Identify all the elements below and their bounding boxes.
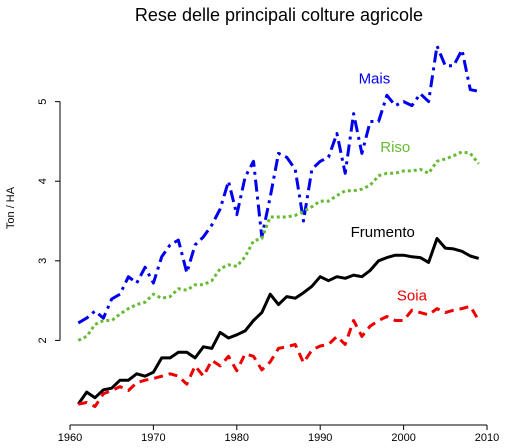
axes: 1960 1970 1980 1990 2000 2010 2 3 4 5 bbox=[37, 99, 499, 444]
y-tick-label: 2 bbox=[37, 337, 49, 343]
series-line-frumento bbox=[77, 237, 480, 405]
x-tick-label: 1970 bbox=[141, 432, 165, 444]
series-group bbox=[77, 44, 480, 408]
y-tick-label: 3 bbox=[37, 258, 49, 264]
y-tick-label: 4 bbox=[37, 178, 49, 184]
series-line-soia bbox=[78, 304, 480, 408]
series-label-soia: Soia bbox=[397, 288, 428, 305]
y-axis-title: Ton / HA bbox=[5, 186, 17, 229]
series-line-riso bbox=[77, 150, 480, 342]
series-labels: Mais Riso Frumento Soia bbox=[351, 70, 428, 304]
chart-title: Rese delle principali colture agricole bbox=[135, 5, 423, 25]
series-line-mais bbox=[77, 44, 479, 325]
x-tick-label: 1980 bbox=[225, 432, 249, 444]
x-tick-label: 2010 bbox=[475, 432, 499, 444]
x-tick-label: 2000 bbox=[391, 432, 415, 444]
x-tick-label: 1990 bbox=[308, 432, 332, 444]
x-tick-label: 1960 bbox=[58, 432, 82, 444]
series-label-mais: Mais bbox=[359, 70, 391, 87]
y-tick-label: 5 bbox=[37, 99, 49, 105]
series-label-riso: Riso bbox=[380, 139, 410, 156]
series-label-frumento: Frumento bbox=[351, 224, 415, 241]
